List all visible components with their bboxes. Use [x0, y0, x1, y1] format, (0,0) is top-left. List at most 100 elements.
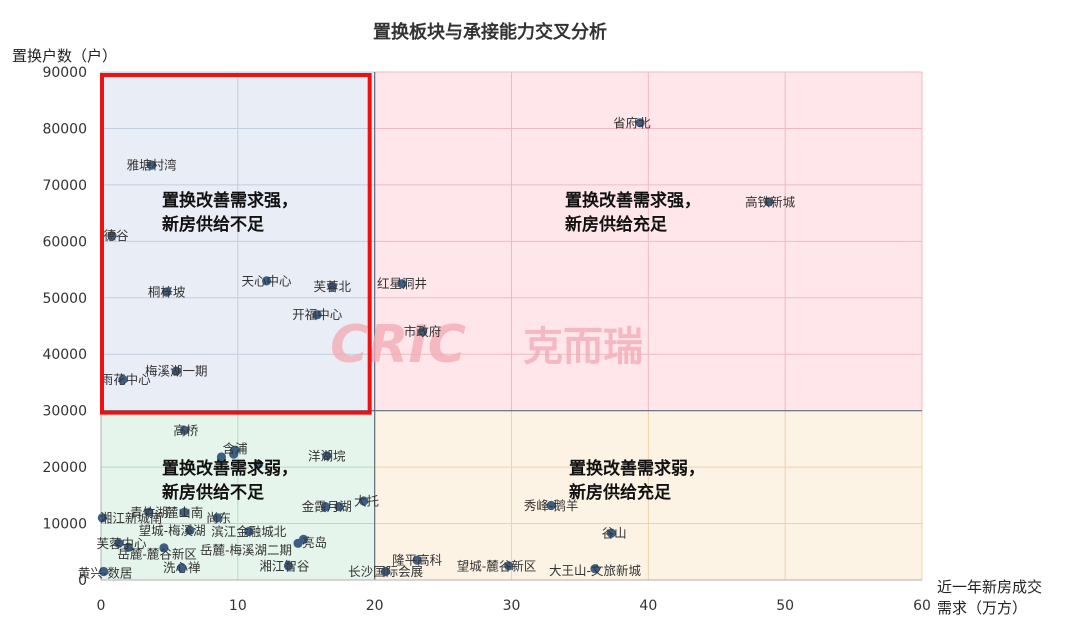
point-label: 洗心禅: [163, 560, 201, 575]
data-point: [212, 513, 222, 523]
data-point: [397, 279, 407, 289]
point-label: 长沙国际会展: [348, 564, 423, 579]
y-tick-label: 60000: [42, 234, 87, 250]
point-label: 金霞月湖: [302, 499, 352, 514]
point-label: 秀峰-鹅羊: [524, 498, 579, 513]
data-point: [606, 528, 616, 538]
data-point: [320, 502, 331, 512]
data-point: [123, 542, 133, 552]
watermark-text: 克而瑞: [523, 324, 643, 370]
y-tick-label: 90000: [42, 65, 87, 81]
point-label: 岳麓-麓谷新区: [117, 547, 197, 562]
point-label: 市政府: [404, 324, 442, 339]
quadrant-label-top-right: 新房供给充足: [565, 214, 667, 235]
x-tick-label: 30: [503, 598, 521, 614]
point-label: 望城-梅溪湖: [139, 523, 206, 538]
point-label: 开福中心: [292, 307, 343, 322]
y-tick-label: 30000: [42, 404, 87, 420]
data-point: [216, 452, 227, 462]
data-point: [107, 231, 117, 241]
x-axis-title-line1: 近一年新房成交: [937, 578, 1042, 596]
point-label: 雨花中心: [101, 372, 152, 387]
point-label: 红星洞井: [377, 276, 427, 291]
data-point: [412, 555, 422, 565]
data-point: [144, 507, 154, 517]
data-point: [312, 310, 322, 320]
quadrant-labels: 置换改善需求强，新房供给不足置换改善需求强，新房供给充足置换改善需求弱，新房供给…: [162, 190, 705, 503]
point-label: 高铁新城: [745, 194, 796, 209]
point-label: 滨江金融城北: [211, 524, 287, 539]
y-tick-label: 50000: [42, 291, 87, 307]
quadrant-label-top-left: 新房供给不足: [162, 214, 264, 235]
data-point: [99, 566, 109, 577]
point-label: 芙蓉北: [313, 279, 351, 294]
x-tick-label: 50: [776, 598, 794, 614]
chart-title: 置换板块与承接能力交叉分析: [373, 21, 607, 43]
point-label: 含浦: [223, 441, 248, 456]
quadrant-label-bottom-left: 置换改善需求弱，: [162, 458, 298, 479]
data-point: [253, 459, 263, 469]
y-tick-label: 0: [78, 573, 87, 589]
data-point: [635, 118, 645, 128]
x-tick-label: 0: [97, 598, 106, 614]
point-label: 德谷: [104, 228, 130, 243]
point-label: 望城-麓谷新区: [457, 558, 537, 573]
point-label: 湘江智谷: [259, 558, 310, 573]
point-label: 青竹湖: [130, 505, 168, 520]
data-points: [97, 118, 774, 577]
quadrant-label-bottom-right: 置换改善需求弱，: [569, 458, 705, 479]
data-point: [322, 451, 332, 461]
point-label: 湘江新城南: [100, 510, 163, 525]
point-label: 桐梓坡: [148, 285, 186, 300]
y-tick-label: 40000: [42, 347, 87, 363]
point-label: 天心中心: [242, 273, 293, 288]
data-point: [171, 366, 181, 376]
data-point: [97, 513, 107, 523]
data-point: [359, 496, 369, 506]
x-axis-title-line2: 需求（万方）: [937, 599, 1027, 617]
data-point: [298, 534, 309, 544]
data-point: [114, 538, 124, 548]
point-label: 岳麓-梅溪湖二期: [200, 543, 292, 558]
x-tick-label: 10: [229, 598, 247, 614]
x-tick-label: 60: [913, 598, 931, 614]
data-point: [590, 564, 600, 574]
y-axis-title: 置换户数（户）: [12, 47, 117, 65]
point-label: 尚东: [206, 510, 231, 525]
data-point: [177, 562, 187, 573]
data-point: [283, 561, 294, 571]
point-label: 大托: [354, 493, 379, 508]
point-label: 洋湖垸: [308, 448, 346, 463]
data-point: [229, 449, 239, 459]
data-point: [244, 526, 254, 537]
data-point: [179, 425, 190, 436]
data-point: [546, 500, 556, 511]
point-label: 高桥: [173, 423, 199, 438]
point-label: 黄兴-数居: [78, 566, 133, 581]
data-point: [162, 287, 172, 297]
point-label: 芙蓉中心: [97, 536, 148, 551]
y-tick-label: 80000: [42, 121, 87, 137]
data-point: [159, 543, 169, 553]
point-label: 大王山-文旅新城: [549, 563, 642, 578]
quadrant-label-bottom-left: 新房供给不足: [162, 482, 264, 503]
point-label: 雅塘村湾: [127, 158, 177, 173]
quadrant-label-top-right: 置换改善需求强，: [565, 190, 701, 211]
data-point: [185, 525, 195, 535]
point-label: 隆平高科: [392, 553, 443, 568]
y-tick-label: 70000: [42, 178, 87, 194]
highlight-box: [100, 73, 372, 415]
data-point: [179, 507, 190, 517]
watermark: CRIC 克而瑞: [330, 315, 643, 375]
data-point: [334, 502, 344, 512]
y-tick-label: 10000: [42, 517, 87, 533]
point-label: 亮岛: [302, 535, 327, 550]
watermark-logo: CRIC: [330, 315, 466, 375]
data-point: [327, 281, 337, 292]
y-tick-label: 20000: [42, 460, 87, 476]
data-point: [147, 160, 157, 170]
x-tick-label: 20: [366, 598, 384, 614]
quadrant-label-bottom-right: 新房供给充足: [569, 482, 671, 503]
